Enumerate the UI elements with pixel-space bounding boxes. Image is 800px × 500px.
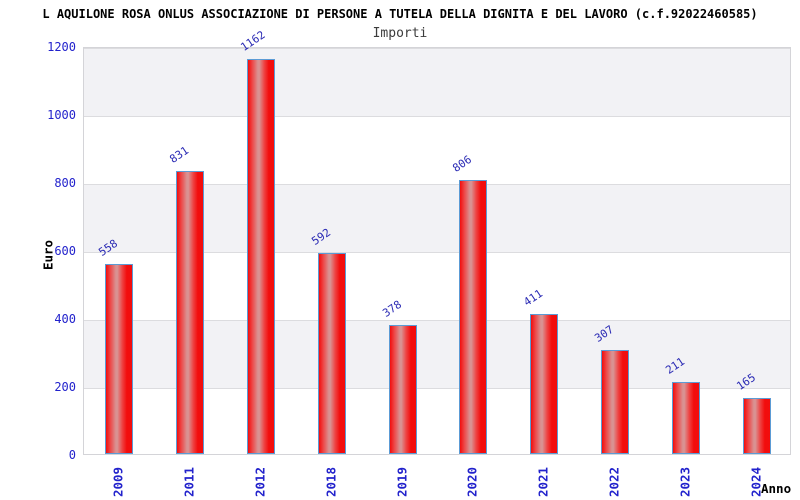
bar-value-label: 806 xyxy=(450,152,475,175)
bar xyxy=(743,398,771,454)
bar xyxy=(389,325,417,454)
bar xyxy=(530,314,558,454)
bar-value-label: 165 xyxy=(734,370,759,393)
chart-subtitle: Importi xyxy=(372,26,428,41)
bar xyxy=(176,171,204,454)
plot-area: 558 831 1162 592 378 806 411 307 211 165 xyxy=(83,28,791,455)
bar-value-label: 831 xyxy=(167,143,192,166)
bar-value-label: 592 xyxy=(309,225,334,248)
bar-value-label: 211 xyxy=(663,354,688,377)
y-tick-label: 1000 xyxy=(47,108,76,122)
y-tick-label: 400 xyxy=(54,312,76,326)
bar xyxy=(105,264,133,454)
bar xyxy=(672,382,700,454)
y-tick-label: 200 xyxy=(54,380,76,394)
bar xyxy=(318,253,346,454)
y-tick-label: 800 xyxy=(54,176,76,190)
bar-value-label: 411 xyxy=(521,286,546,309)
bar xyxy=(247,59,275,454)
bar-value-label: 378 xyxy=(380,297,405,320)
chart-title: L AQUILONE ROSA ONLUS ASSOCIAZIONE DI PE… xyxy=(42,7,758,21)
bar-value-label: 558 xyxy=(96,236,121,259)
bar xyxy=(459,180,487,454)
y-tick-label: 1200 xyxy=(47,40,76,54)
y-tick-label: 600 xyxy=(54,244,76,258)
x-axis-title: Anno xyxy=(761,481,792,496)
bar-value-label: 307 xyxy=(592,322,617,345)
y-tick-label: 0 xyxy=(68,448,76,462)
bar xyxy=(601,350,629,454)
